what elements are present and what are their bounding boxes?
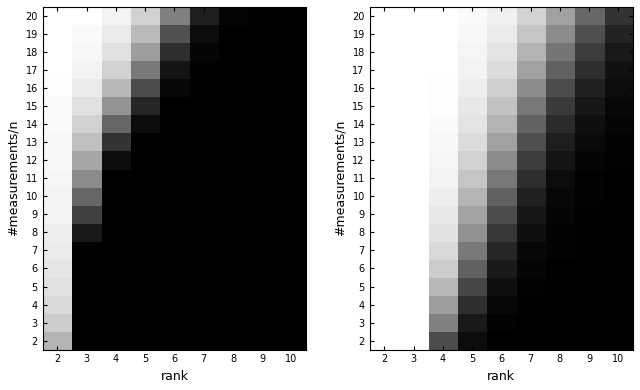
Y-axis label: #measurements/n: #measurements/n — [7, 120, 20, 236]
X-axis label: rank: rank — [161, 370, 188, 383]
Y-axis label: #measurements/n: #measurements/n — [334, 120, 347, 236]
X-axis label: rank: rank — [488, 370, 515, 383]
